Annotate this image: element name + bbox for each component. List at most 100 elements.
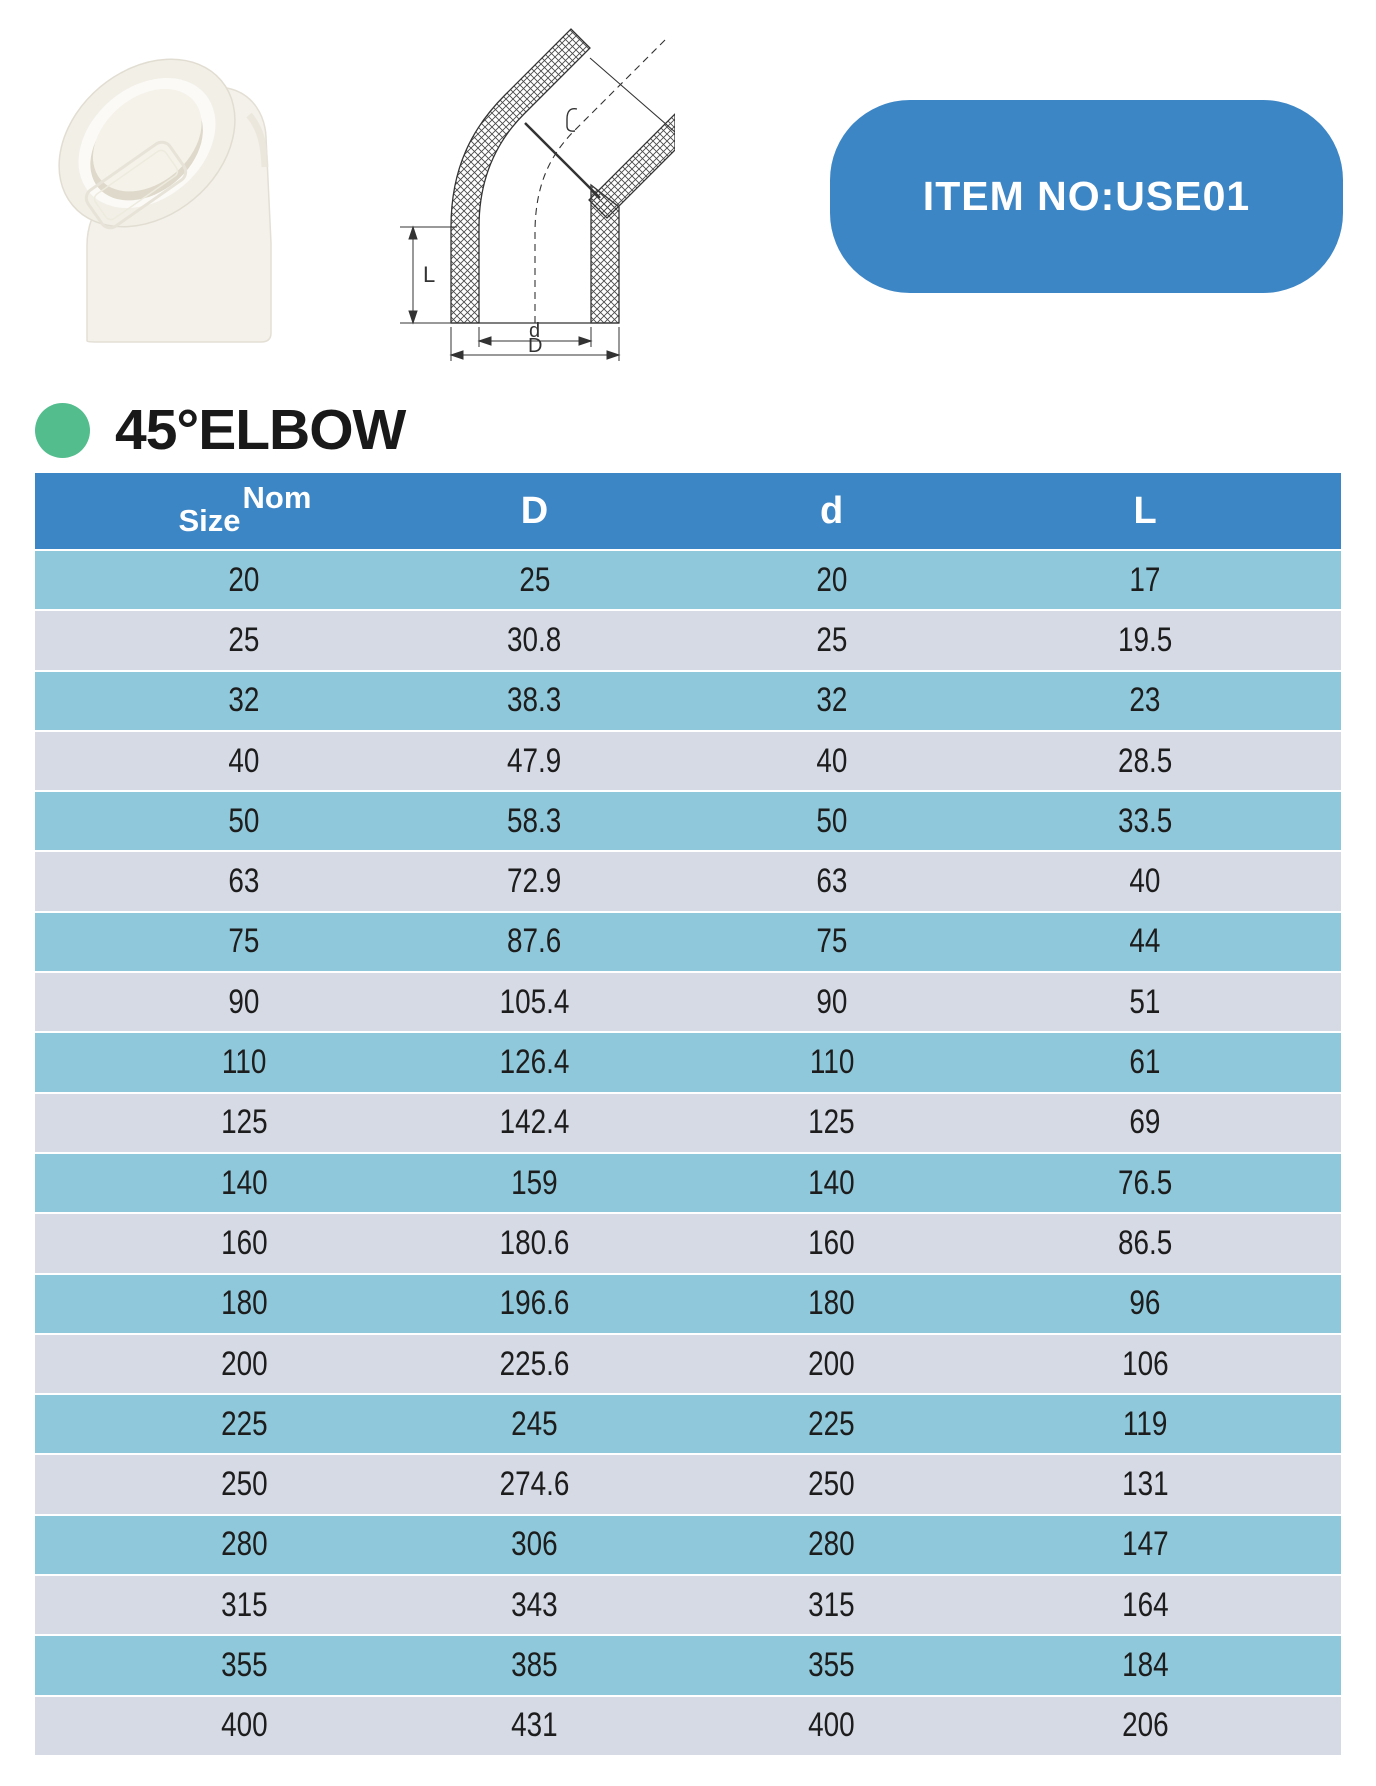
table-cell-spacer (1243, 1033, 1341, 1091)
table-cell: 20 (228, 560, 260, 599)
table-row: 140 159 140 76.5 (35, 1151, 1341, 1213)
table-cell: 200 (220, 1344, 268, 1383)
table-row: 160 180.6 160 86.5 (35, 1212, 1341, 1273)
table-cell: 30.8 (507, 620, 562, 659)
table-cell: 25 (228, 620, 260, 659)
table-cell: 385 (511, 1645, 558, 1684)
table-cell: 63 (228, 862, 260, 901)
header-spacer (1243, 473, 1341, 549)
table-cell: 431 (511, 1706, 558, 1745)
table-cell: 105.4 (499, 982, 570, 1021)
table-cell: 51 (1129, 982, 1161, 1021)
table-cell: 25 (519, 560, 551, 599)
table-cell: 131 (1121, 1465, 1169, 1504)
table-row: 315 343 315 164 (35, 1574, 1341, 1635)
table-cell: 90 (816, 982, 848, 1021)
table-cell: 140 (808, 1163, 855, 1202)
table-cell: 400 (220, 1706, 268, 1745)
table-cell-spacer (1243, 1576, 1341, 1634)
table-cell: 44 (1129, 922, 1161, 961)
table-cell: 280 (808, 1525, 855, 1564)
table-cell: 180 (808, 1284, 855, 1323)
table-cell: 160 (808, 1223, 855, 1262)
drawing-lines (451, 37, 675, 324)
dimension-L: L (400, 225, 457, 325)
table-cell-spacer (1243, 1516, 1341, 1574)
table-row: 180 196.6 180 96 (35, 1272, 1341, 1333)
table-row: 20 25 20 17 (35, 549, 1341, 610)
table-cell: 75 (228, 922, 260, 961)
table-cell-spacer (1243, 1636, 1341, 1694)
bullet-dot-icon (35, 402, 90, 458)
table-cell-spacer (1243, 732, 1341, 790)
table-cell: 38.3 (507, 681, 562, 720)
table-cell: 72.9 (507, 862, 562, 901)
table-cell: 32 (228, 681, 260, 720)
table-cell: 164 (1121, 1585, 1169, 1624)
item-number-badge: ITEM NO:USE01 (830, 100, 1343, 293)
table-cell-spacer (1243, 611, 1341, 669)
table-cell: 86.5 (1117, 1223, 1173, 1262)
table-body: 20 25 20 17 25 30.8 25 19.5 32 38.3 32 2… (35, 549, 1341, 1755)
table-cell-spacer (1243, 1094, 1341, 1152)
table-row: 75 87.6 75 44 (35, 910, 1341, 972)
table-row: 50 58.3 50 33.5 (35, 790, 1341, 851)
table-cell: 315 (808, 1585, 855, 1624)
table-header-row: Size Nom D d L (35, 473, 1341, 549)
table-row: 225 245 225 119 (35, 1393, 1341, 1454)
table-cell: 140 (220, 1163, 268, 1202)
table-cell: 196.6 (499, 1284, 570, 1323)
table-cell-spacer (1243, 852, 1341, 910)
table-cell-spacer (1243, 792, 1341, 850)
table-cell: 400 (808, 1706, 855, 1745)
table-cell: 274.6 (499, 1465, 570, 1504)
table-row: 200 225.6 200 106 (35, 1332, 1341, 1394)
header-nom-size: Size Nom (35, 473, 453, 549)
table-cell-spacer (1243, 551, 1341, 609)
header-L: L (1133, 489, 1157, 532)
table-cell-spacer (1243, 1335, 1341, 1393)
table-cell: 106 (1121, 1344, 1169, 1383)
table-cell: 147 (1121, 1525, 1169, 1564)
table-cell: 142.4 (499, 1103, 570, 1142)
elbow-fitting-photo-illustration (58, 58, 272, 343)
table-cell: 200 (808, 1344, 855, 1383)
table-cell: 40 (1129, 862, 1161, 901)
table-row: 125 142.4 125 69 (35, 1091, 1341, 1152)
table-cell: 245 (511, 1404, 558, 1443)
table-cell: 250 (220, 1465, 268, 1504)
table-cell: 90 (228, 982, 260, 1021)
table-cell: 225 (808, 1404, 855, 1443)
table-cell: 110 (809, 1043, 854, 1082)
table-row: 110 126.4 110 61 (35, 1031, 1341, 1092)
item-number-label: ITEM NO:USE01 (922, 173, 1251, 219)
table-cell: 63 (816, 862, 848, 901)
table-row: 63 72.9 63 40 (35, 850, 1341, 911)
table-cell-spacer (1243, 913, 1341, 971)
table-cell-spacer (1243, 1395, 1341, 1453)
table-cell: 69 (1129, 1103, 1161, 1142)
table-cell: 47.9 (507, 741, 562, 780)
table-cell: 355 (220, 1645, 268, 1684)
table-cell: 343 (511, 1585, 558, 1624)
header-nom-label: Nom (242, 480, 312, 515)
table-cell: 61 (1129, 1043, 1161, 1082)
table-cell: 87.6 (507, 922, 562, 961)
table-row: 400 431 400 206 (35, 1694, 1341, 1755)
dimension-D: D (449, 327, 621, 361)
header-d: d (820, 489, 844, 532)
table-row: 25 30.8 25 19.5 (35, 609, 1341, 670)
elbow-cross-section (450, 28, 675, 324)
product-photo (58, 58, 272, 343)
table-cell: 33.5 (1117, 801, 1173, 840)
table-cell: 126.4 (499, 1043, 570, 1082)
table-cell-spacer (1243, 973, 1341, 1031)
table-row: 250 274.6 250 131 (35, 1453, 1341, 1514)
specification-table: Size Nom D d L 20 25 20 17 25 30.8 25 19… (35, 473, 1341, 1755)
table-cell: 355 (808, 1645, 855, 1684)
table-row: 355 385 355 184 (35, 1634, 1341, 1695)
dimension-d: d (477, 320, 593, 347)
table-cell: 110 (221, 1043, 267, 1082)
table-cell: 180.6 (499, 1223, 570, 1262)
table-cell: 159 (511, 1163, 558, 1202)
